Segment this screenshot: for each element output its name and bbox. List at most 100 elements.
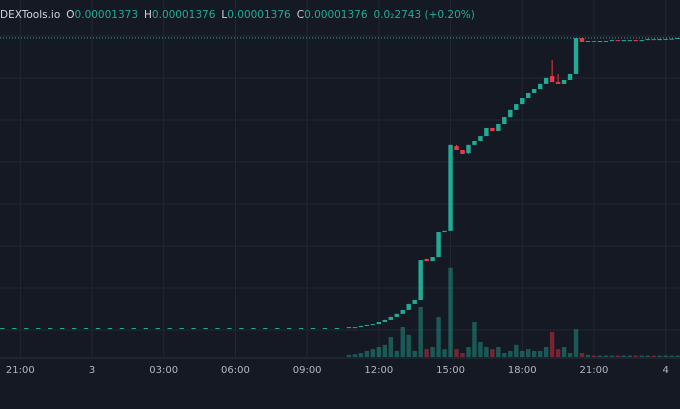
x-tick-label: 4: [662, 365, 668, 376]
candle-body: [597, 41, 603, 43]
candle-body: [227, 328, 232, 330]
candle-body: [472, 140, 477, 145]
volume-bar: [448, 267, 453, 357]
volume-bar: [484, 347, 489, 357]
candle-body: [436, 232, 441, 258]
x-tick-label: 12:00: [364, 365, 393, 376]
x-tick-label: 3: [89, 365, 95, 376]
candle-body: [203, 328, 208, 330]
volume-bar: [418, 307, 423, 357]
volume-bar: [424, 349, 429, 357]
candle-body: [155, 328, 160, 330]
candle-body: [179, 328, 184, 330]
candle-body: [543, 77, 549, 84]
candle-body: [406, 303, 411, 310]
volume-bar: [579, 353, 585, 357]
x-tick-label: 03:00: [149, 365, 178, 376]
candle-body: [388, 316, 393, 320]
candle-body: [382, 319, 388, 322]
candle-body: [460, 149, 465, 154]
volume-bar: [591, 355, 597, 357]
candle-body: [669, 38, 674, 40]
volume-bar: [520, 350, 525, 357]
volume-bar: [615, 355, 621, 357]
ohlc-legend: DEXTools.io O0.00001373 H0.00001376 L0.0000…: [0, 9, 481, 21]
legend-value: 0.00001376: [151, 9, 216, 21]
legend-value: 0.00001376: [304, 9, 368, 21]
volume-bar: [490, 349, 495, 357]
volume-bar: [436, 317, 441, 357]
volume-bar: [645, 355, 650, 357]
candle-body: [591, 41, 597, 43]
candle-body: [639, 40, 644, 42]
x-tick-label: 09:00: [293, 365, 322, 376]
candle-body: [561, 79, 567, 84]
legend-value: 0.00001373: [74, 9, 139, 21]
candle-body: [466, 144, 471, 153]
volume-bar: [370, 349, 376, 357]
x-tick-label: 18:00: [508, 365, 537, 376]
candle-body: [549, 76, 555, 83]
volume-bar: [394, 350, 399, 357]
candle-body: [400, 309, 405, 314]
candle-body: [502, 117, 507, 125]
volume-bar: [585, 354, 591, 357]
candle-body: [526, 92, 531, 99]
volume-bar: [454, 349, 459, 357]
candle-body: [95, 328, 101, 330]
volume-bar: [567, 353, 573, 357]
candle-body: [567, 73, 573, 80]
candle-body: [119, 328, 125, 330]
candle-body: [520, 98, 525, 105]
candle-body: [418, 260, 423, 300]
candle-body: [352, 327, 358, 329]
volume-bar: [603, 355, 609, 357]
volume-bar: [532, 350, 537, 357]
volume-bar: [406, 334, 411, 357]
candle-body: [310, 328, 316, 330]
volume-bar: [657, 355, 662, 357]
candle-body: [334, 328, 340, 330]
candle-body: [191, 328, 196, 330]
candle-body: [496, 124, 501, 131]
legend-key: L: [221, 9, 228, 21]
candle-body: [621, 40, 627, 42]
candle-body: [251, 328, 256, 330]
candle-body: [358, 325, 364, 328]
candle-body: [83, 328, 89, 330]
legend-key: O: [66, 9, 75, 21]
volume-bar: [346, 354, 352, 357]
volume-bar: [669, 355, 674, 357]
candle-body: [430, 257, 435, 262]
volume-bar: [573, 329, 579, 357]
candle-body: [394, 313, 399, 317]
candle-body: [287, 328, 292, 330]
candle-body: [603, 41, 609, 43]
candle-body: [633, 40, 638, 42]
volume-bar: [460, 353, 465, 357]
candle-body: [59, 328, 65, 330]
candle-body: [514, 104, 519, 110]
volume-bar: [508, 350, 513, 357]
candle-body: [657, 38, 662, 41]
candle-body: [47, 328, 53, 330]
candle-body: [478, 136, 483, 141]
volume-bar: [382, 344, 388, 357]
volume-bar: [442, 349, 447, 357]
x-tick-label: 15:00: [436, 365, 465, 376]
volume-bar: [478, 342, 483, 357]
candle-body: [275, 328, 280, 330]
candle-body: [12, 328, 17, 330]
volume-bar: [364, 350, 370, 357]
volume-bar: [502, 353, 507, 357]
candle-body: [490, 127, 495, 131]
volume-bar: [400, 327, 405, 357]
candle-body: [454, 146, 459, 150]
volume-bar: [597, 355, 603, 357]
legend-value: 0.00001376: [227, 9, 291, 21]
volume-bar: [352, 354, 358, 357]
candle-body: [167, 328, 172, 330]
candle-body: [370, 324, 376, 326]
candle-body: [322, 328, 328, 330]
candle-body: [537, 83, 543, 90]
